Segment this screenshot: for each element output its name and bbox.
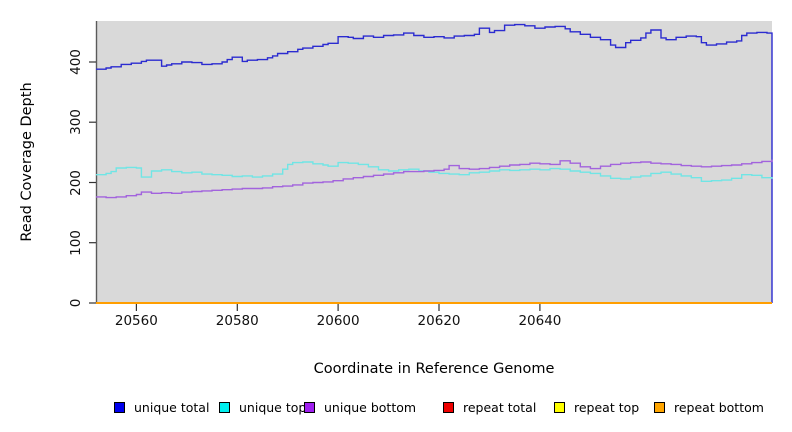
y-tick-label: 300: [68, 109, 84, 136]
x-tick-label: 20620: [417, 313, 461, 329]
legend-item-unique-top: unique top: [219, 399, 307, 415]
x-tick-label: 20560: [114, 313, 158, 329]
legend-swatch: [554, 401, 565, 413]
legend-swatch: [654, 401, 665, 413]
legend-label: unique top: [239, 399, 307, 415]
y-tick-label: 400: [68, 49, 84, 75]
legend-swatch: [304, 401, 315, 413]
legend-item-repeat-bottom: repeat bottom: [654, 399, 764, 415]
legend-item-repeat-total: repeat total: [443, 399, 537, 415]
series-line-unique-total: [96, 23, 773, 303]
legend-swatch: [443, 401, 454, 413]
legend-label: repeat total: [463, 399, 537, 415]
legend-item-unique-total: unique total: [114, 399, 210, 415]
x-tick-label: 20580: [215, 313, 259, 329]
y-tick-label: 200: [68, 169, 84, 196]
legend-item-repeat-top: repeat top: [554, 399, 640, 415]
x-tick-label: 20600: [316, 313, 360, 329]
legend-label: repeat top: [574, 399, 640, 415]
y-tick-label: 0: [68, 298, 84, 308]
legend-swatch: [114, 401, 125, 413]
y-tick-label: 100: [68, 229, 84, 256]
legend-label: repeat bottom: [674, 399, 764, 415]
plot-panel: [96, 21, 772, 303]
y-axis-title: Read Coverage Depth: [19, 82, 35, 242]
legend-swatch: [219, 401, 230, 413]
series-line-unique-bottom: [96, 159, 773, 199]
x-tick-label: 20640: [518, 313, 562, 329]
legend-label: unique total: [134, 399, 210, 415]
legend-item-unique-bottom: unique bottom: [304, 399, 417, 415]
x-axis-title: Coordinate in Reference Genome: [313, 361, 555, 377]
legend-label: unique bottom: [324, 399, 417, 415]
